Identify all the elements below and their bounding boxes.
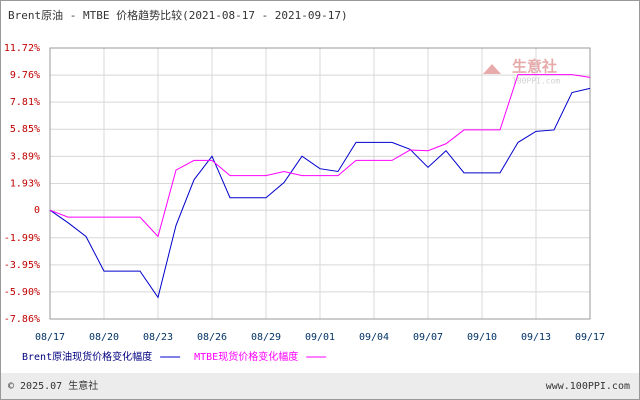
legend-label: Brent原油现货价格变化幅度 <box>22 350 152 363</box>
x-tick-label: 08/20 <box>89 332 119 343</box>
watermark-icon <box>483 64 501 74</box>
x-tick-label: 08/17 <box>35 332 65 343</box>
footer-site: www.100PPI.com <box>546 381 630 392</box>
x-tick-label: 09/13 <box>521 332 551 343</box>
x-tick-label: 09/10 <box>467 332 497 343</box>
series-line <box>49 74 591 238</box>
x-tick-label: 08/29 <box>251 332 281 343</box>
plot-border <box>49 47 591 320</box>
footer-bar <box>1 373 639 399</box>
y-tick-label: 11.72% <box>4 43 40 54</box>
y-tick-label: -7.86% <box>4 314 40 325</box>
x-tick-label: 09/04 <box>359 332 389 343</box>
x-tick-label: 08/23 <box>143 332 173 343</box>
y-tick-label: 7.81% <box>10 97 40 108</box>
x-tick-label: 09/07 <box>413 332 443 343</box>
y-tick-label: 0 <box>34 205 40 216</box>
x-tick-label: 08/26 <box>197 332 227 343</box>
y-tick-label: 5.85% <box>10 124 40 135</box>
y-tick-label: -3.95% <box>4 260 40 271</box>
watermark-name: 生意社 <box>512 58 557 76</box>
series-line <box>49 87 591 299</box>
chart-title: Brent原油 - MTBE 价格趋势比较(2021-08-17 - 2021-… <box>8 8 348 22</box>
x-tick-label: 09/17 <box>575 332 605 343</box>
x-tick-label: 09/01 <box>305 332 335 343</box>
y-tick-label: 9.76% <box>10 70 40 81</box>
y-tick-label: -1.99% <box>4 233 40 244</box>
legend-label: MTBE现货价格变化幅度 <box>194 350 298 363</box>
y-tick-label: 3.89% <box>10 151 40 162</box>
footer-copyright: © 2025.07 生意社 <box>8 379 98 392</box>
y-tick-label: 1.93% <box>10 179 40 190</box>
y-tick-label: -5.90% <box>4 287 40 298</box>
